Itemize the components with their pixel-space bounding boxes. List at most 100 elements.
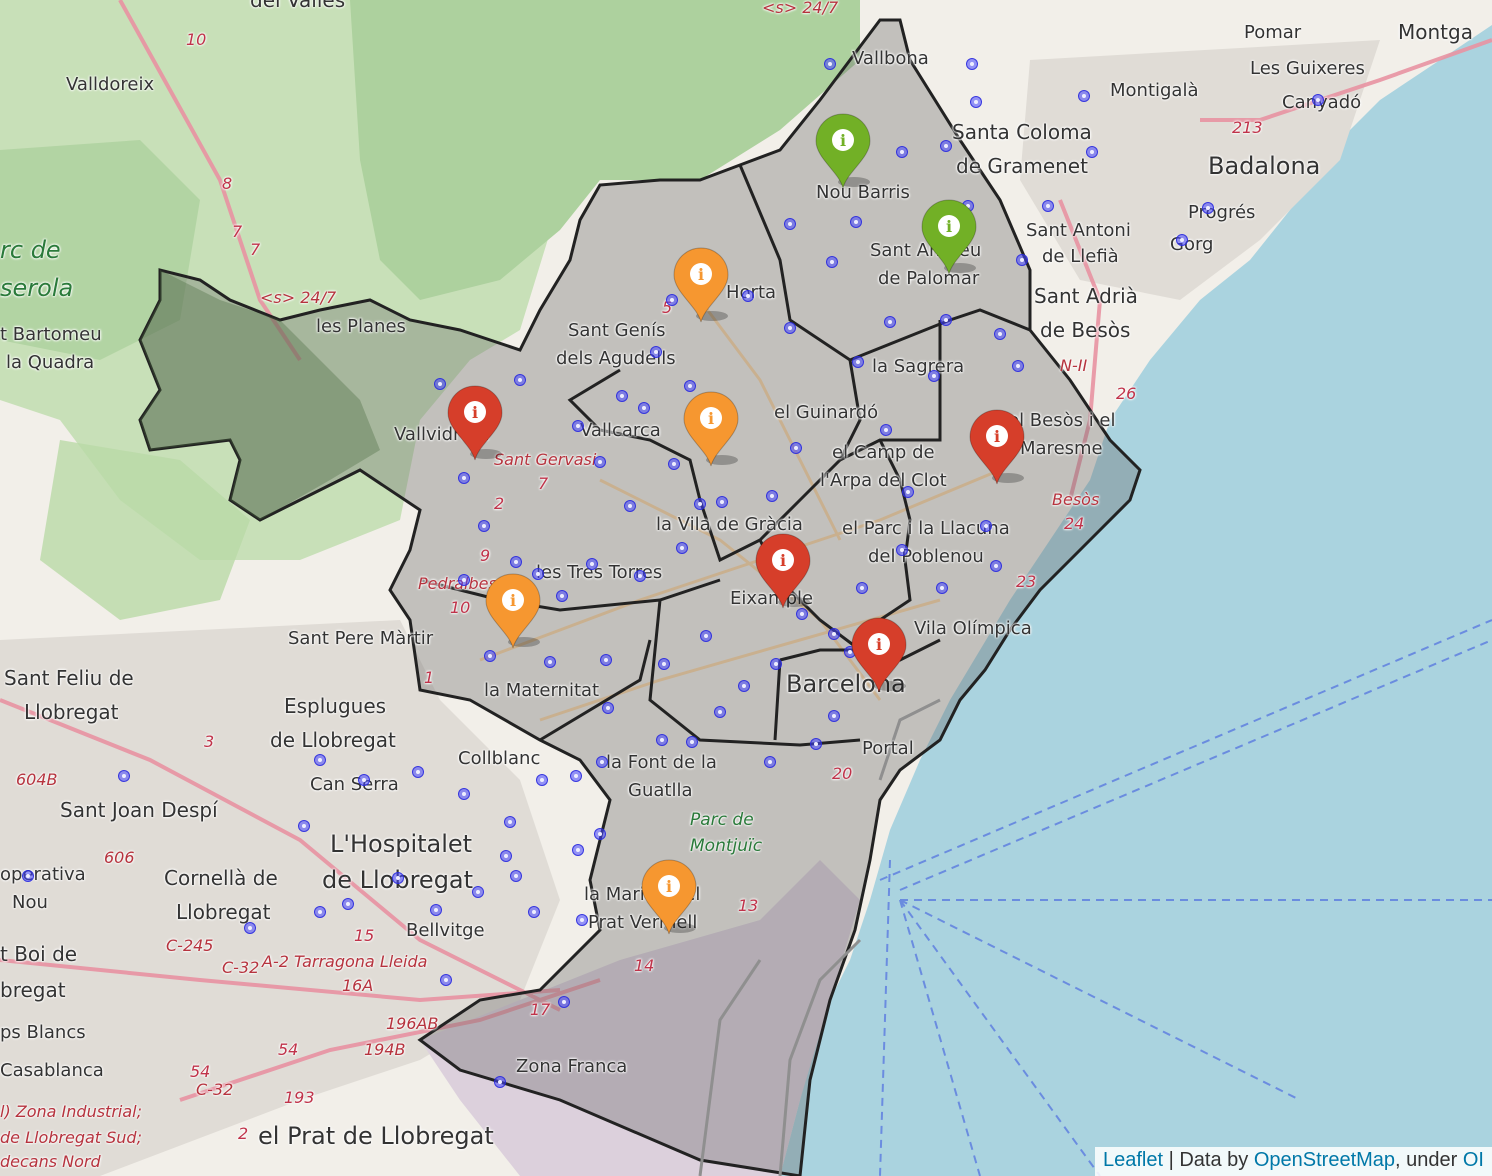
- data-point[interactable]: [666, 294, 678, 306]
- data-point[interactable]: [638, 402, 650, 414]
- map-marker-red[interactable]: i: [754, 532, 812, 612]
- data-point[interactable]: [1042, 200, 1054, 212]
- data-point[interactable]: [342, 898, 354, 910]
- data-point[interactable]: [478, 520, 490, 532]
- data-point[interactable]: [532, 568, 544, 580]
- map-marker-orange[interactable]: i: [672, 246, 730, 326]
- data-point[interactable]: [298, 820, 310, 832]
- map-marker-green[interactable]: i: [814, 112, 872, 192]
- data-point[interactable]: [430, 904, 442, 916]
- map-marker-orange[interactable]: i: [484, 572, 542, 652]
- data-point[interactable]: [494, 1076, 506, 1088]
- data-point[interactable]: [936, 582, 948, 594]
- data-point[interactable]: [700, 630, 712, 642]
- data-point[interactable]: [1176, 234, 1188, 246]
- data-point[interactable]: [884, 316, 896, 328]
- data-point[interactable]: [810, 738, 822, 750]
- data-point[interactable]: [510, 870, 522, 882]
- data-point[interactable]: [694, 498, 706, 510]
- data-point[interactable]: [966, 58, 978, 70]
- data-point[interactable]: [980, 520, 992, 532]
- data-point[interactable]: [118, 770, 130, 782]
- data-point[interactable]: [970, 96, 982, 108]
- data-point[interactable]: [576, 914, 588, 926]
- data-point[interactable]: [994, 328, 1006, 340]
- data-point[interactable]: [676, 542, 688, 554]
- data-point[interactable]: [928, 370, 940, 382]
- data-point[interactable]: [1078, 90, 1090, 102]
- data-point[interactable]: [572, 844, 584, 856]
- data-point[interactable]: [616, 390, 628, 402]
- data-point[interactable]: [634, 570, 646, 582]
- data-point[interactable]: [658, 658, 670, 670]
- data-point[interactable]: [656, 734, 668, 746]
- data-point[interactable]: [586, 558, 598, 570]
- data-point[interactable]: [500, 850, 512, 862]
- data-point[interactable]: [902, 486, 914, 498]
- data-point[interactable]: [1016, 254, 1028, 266]
- data-point[interactable]: [556, 590, 568, 602]
- data-point[interactable]: [440, 974, 452, 986]
- data-point[interactable]: [558, 996, 570, 1008]
- data-point[interactable]: [990, 560, 1002, 572]
- data-point[interactable]: [602, 702, 614, 714]
- data-point[interactable]: [514, 374, 526, 386]
- data-point[interactable]: [434, 378, 446, 390]
- data-point[interactable]: [716, 496, 728, 508]
- data-point[interactable]: [796, 608, 808, 620]
- data-point[interactable]: [1012, 360, 1024, 372]
- data-point[interactable]: [824, 58, 836, 70]
- data-point[interactable]: [358, 774, 370, 786]
- license-link[interactable]: OI: [1462, 1149, 1484, 1171]
- data-point[interactable]: [880, 424, 892, 436]
- map-marker-red[interactable]: i: [968, 408, 1026, 488]
- map-marker-green[interactable]: i: [920, 198, 978, 278]
- data-point[interactable]: [412, 766, 424, 778]
- data-point[interactable]: [600, 654, 612, 666]
- data-point[interactable]: [852, 356, 864, 368]
- data-point[interactable]: [686, 736, 698, 748]
- data-point[interactable]: [684, 380, 696, 392]
- data-point[interactable]: [504, 816, 516, 828]
- map-marker-orange[interactable]: i: [640, 858, 698, 938]
- data-point[interactable]: [484, 650, 496, 662]
- data-point[interactable]: [764, 756, 776, 768]
- data-point[interactable]: [594, 828, 606, 840]
- data-point[interactable]: [536, 774, 548, 786]
- data-point[interactable]: [668, 458, 680, 470]
- data-point[interactable]: [570, 770, 582, 782]
- data-point[interactable]: [940, 140, 952, 152]
- data-point[interactable]: [314, 906, 326, 918]
- data-point[interactable]: [826, 256, 838, 268]
- data-point[interactable]: [896, 544, 908, 556]
- data-point[interactable]: [742, 290, 754, 302]
- data-point[interactable]: [850, 216, 862, 228]
- data-point[interactable]: [770, 658, 782, 670]
- data-point[interactable]: [1312, 94, 1324, 106]
- data-point[interactable]: [314, 754, 326, 766]
- data-point[interactable]: [594, 456, 606, 468]
- data-point[interactable]: [828, 628, 840, 640]
- data-point[interactable]: [458, 574, 470, 586]
- data-point[interactable]: [624, 500, 636, 512]
- data-point[interactable]: [650, 346, 662, 358]
- data-point[interactable]: [1086, 146, 1098, 158]
- leaflet-link[interactable]: Leaflet: [1102, 1149, 1164, 1171]
- map-marker-red[interactable]: i: [446, 384, 504, 464]
- data-point[interactable]: [596, 756, 608, 768]
- map-marker-red[interactable]: i: [850, 616, 908, 696]
- data-point[interactable]: [528, 906, 540, 918]
- data-point[interactable]: [458, 788, 470, 800]
- data-point[interactable]: [510, 556, 522, 568]
- data-point[interactable]: [714, 706, 726, 718]
- data-point[interactable]: [572, 420, 584, 432]
- data-point[interactable]: [784, 218, 796, 230]
- data-point[interactable]: [22, 870, 34, 882]
- data-point[interactable]: [1202, 202, 1214, 214]
- data-point[interactable]: [244, 922, 256, 934]
- data-point[interactable]: [472, 886, 484, 898]
- data-point[interactable]: [896, 146, 908, 158]
- data-point[interactable]: [458, 472, 470, 484]
- data-point[interactable]: [856, 582, 868, 594]
